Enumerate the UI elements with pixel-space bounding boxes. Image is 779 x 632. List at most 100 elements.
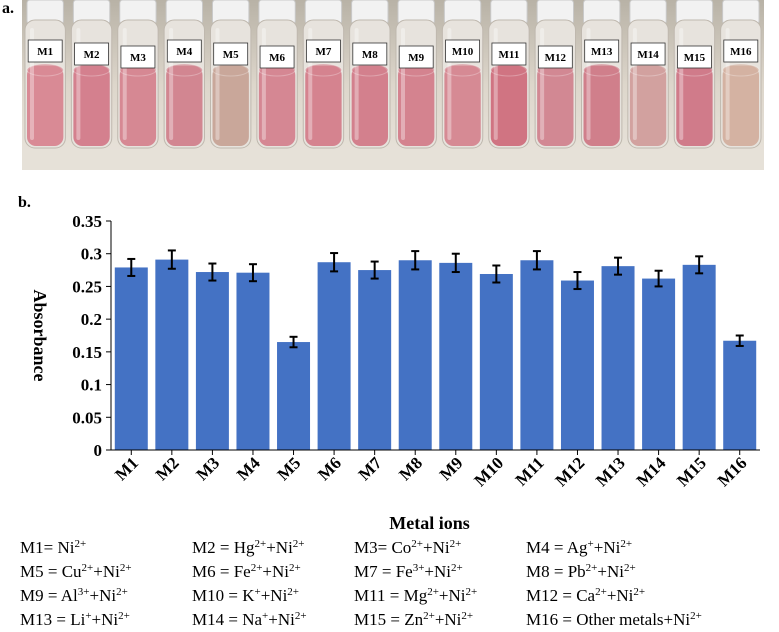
vial-label-sticker: [630, 42, 666, 66]
legend-text: 2+: [292, 538, 305, 550]
vial-label-sticker: [166, 39, 202, 63]
vial-label-sticker: [677, 45, 712, 69]
legend-text: +Ni: [434, 610, 462, 629]
y-tick-label: 0: [94, 441, 103, 460]
legend-text: 2+: [289, 562, 301, 574]
bar-M5: [277, 342, 311, 450]
vial-highlight: [261, 28, 266, 140]
vial-label: M11: [499, 49, 520, 61]
panel-b-label: b.: [18, 194, 31, 211]
vial-M14: M14: [627, 0, 669, 149]
error-bar-M3: [208, 262, 217, 282]
vial-M2: M2: [70, 0, 113, 149]
legend-entry: M7 = Fe3++Ni2+: [354, 560, 526, 584]
legend-entry: M14 = Na++Ni2+: [192, 608, 354, 632]
bar-M10: [479, 273, 513, 450]
vial-liquid: [166, 66, 203, 146]
vial-liquid: [212, 66, 249, 146]
legend-text: +Ni: [268, 610, 295, 629]
legend-text: M13 = Li: [20, 610, 86, 629]
legend-text: +: [262, 610, 269, 622]
legend-text: +Ni: [262, 562, 290, 581]
legend-text: 2+: [287, 586, 300, 598]
vial-label-sticker: [74, 42, 109, 66]
vial-label-sticker: [398, 45, 434, 69]
vial-M15: M15: [673, 0, 716, 149]
vial-meniscus: [26, 63, 64, 77]
legend-text: 2+: [690, 610, 702, 622]
y-tick-label: 0.15: [72, 343, 102, 362]
vial-M6: M6: [256, 0, 298, 149]
error-bar-M16: [735, 334, 744, 347]
bar-M12: [560, 280, 594, 450]
vial-M10: M10: [441, 0, 484, 149]
legend-row: M13 = Li++Ni2+ M14 = Na++Ni2+ M15 = Zn2++N…: [20, 608, 775, 632]
vial-label: M3: [130, 52, 146, 64]
x-tick-label: M10: [470, 453, 507, 490]
error-bar-M5: [289, 335, 298, 349]
legend-entry: M16 = Other metals+Ni2+: [526, 608, 775, 632]
y-tick-label: 0.05: [72, 408, 102, 427]
vial-highlight: [540, 28, 545, 140]
error-bar-M1: [127, 257, 136, 277]
x-tick-label: M9: [436, 453, 467, 484]
vial-label: M15: [684, 52, 706, 64]
y-tick-label: 0.2: [81, 310, 102, 329]
vial-liquid: [119, 66, 157, 146]
legend-entry: M1= Ni2+: [20, 536, 192, 560]
legend-text: +Ni: [423, 538, 450, 557]
vial-label: M2: [84, 49, 100, 61]
legend-text: +: [85, 610, 92, 622]
vial-meniscus: [722, 63, 760, 77]
legend-row: M1= Ni2+ M2 = Hg2++Ni2+ M3= Co2++Ni2+ M4 = …: [20, 536, 775, 560]
vial-liquid: [722, 66, 759, 146]
bar-M7: [358, 270, 392, 450]
vial-meniscus: [443, 63, 482, 77]
x-axis-title: Metal ions: [389, 513, 470, 533]
vial-label: M12: [545, 52, 567, 64]
vial-liquid: [351, 66, 388, 146]
legend-text: M4 = Ag: [526, 538, 588, 557]
legend-entry: M15 = Zn2++Ni2+: [354, 608, 526, 632]
legend-text: 2+: [411, 538, 424, 550]
vial-liquid: [27, 66, 64, 146]
error-bar-M6: [330, 252, 339, 273]
legend-entry: M6 = Fe2++Ni2+: [192, 560, 354, 584]
legend-text: M11 = Mg: [354, 586, 428, 605]
y-tick-label: 0.1: [81, 376, 102, 395]
x-tick-label: M8: [395, 453, 426, 484]
bar-M1: [114, 267, 148, 450]
legend-text: M15 = Zn: [354, 610, 424, 629]
legend-text: 2+: [81, 562, 94, 574]
vial-liquid: [676, 66, 713, 146]
vial-label: M6: [269, 52, 285, 64]
legend-text: M9 = Al: [20, 586, 78, 605]
vial-label: M9: [408, 52, 424, 64]
x-tick-label: M1: [111, 453, 142, 484]
vial-liquid: [444, 66, 481, 146]
legend-text: 2+: [465, 586, 478, 598]
legend-text: 2+: [623, 562, 636, 574]
bar-M15: [682, 264, 716, 450]
legend-entry: M5 = Cu2++Ni2+: [20, 560, 192, 584]
legend-text: M8 = Pb: [526, 562, 586, 581]
vial-highlight: [401, 28, 405, 140]
bar-M4: [236, 272, 270, 450]
legend-text: 2+: [119, 562, 132, 574]
vial-label: M14: [637, 49, 659, 61]
legend-text: M12 = Ca: [526, 586, 596, 605]
x-tick-label: M16: [714, 453, 751, 490]
vial-label-sticker: [491, 42, 527, 66]
legend-text: +Ni: [266, 538, 293, 557]
error-bar-M2: [167, 249, 176, 270]
legend-text: 2+: [250, 562, 263, 574]
bar-M3: [195, 272, 229, 450]
x-tick-label: M14: [633, 453, 670, 490]
legend-text: 2+: [620, 538, 633, 550]
vial-M13: M13: [581, 0, 623, 149]
vial-label: M13: [591, 46, 613, 58]
vial-label-sticker: [352, 42, 388, 66]
legend-text: +Ni: [593, 538, 621, 557]
legend-text: 2+: [294, 610, 307, 622]
legend-text: +: [254, 586, 261, 598]
